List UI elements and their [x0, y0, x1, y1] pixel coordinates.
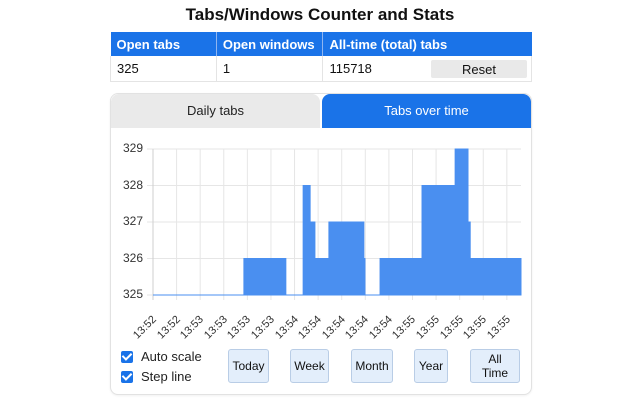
- open-tabs-series: [153, 148, 522, 296]
- tabs-over-time-chart: 325 326 327 328 329 13:52 13:52 13:53 13:53 13:5…: [111, 128, 531, 341]
- stats-header-row: Open tabs Open windows All-time (total) …: [110, 32, 532, 56]
- checkbox-checked-icon: [121, 370, 133, 383]
- tab-tabs-over-time[interactable]: Tabs over time: [322, 94, 531, 128]
- column-open-windows: Open windows: [216, 32, 324, 56]
- auto-scale-label: Auto scale: [141, 349, 202, 364]
- y-axis-tick-label: 326: [122, 250, 143, 265]
- auto-scale-checkbox[interactable]: Auto scale: [121, 349, 202, 364]
- open-windows-value: 1: [216, 56, 324, 82]
- checkbox-checked-icon: [121, 350, 133, 363]
- chart-plot: [147, 148, 522, 300]
- total-tabs-value: 115718: [322, 56, 425, 82]
- column-open-tabs: Open tabs: [110, 32, 217, 56]
- chart-controls: Auto scale Step line Today Week Month Ye…: [111, 344, 531, 394]
- tab-daily-tabs[interactable]: Daily tabs: [111, 94, 320, 128]
- step-line-label: Step line: [141, 369, 192, 384]
- column-total-tabs: All-time (total) tabs: [322, 32, 532, 56]
- open-tabs-value: 325: [110, 56, 217, 82]
- reset-button[interactable]: Reset: [431, 59, 527, 78]
- step-line-checkbox[interactable]: Step line: [121, 369, 192, 384]
- range-year-button[interactable]: Year: [414, 349, 448, 383]
- range-month-button[interactable]: Month: [351, 349, 393, 383]
- range-week-button[interactable]: Week: [290, 349, 329, 383]
- y-axis-tick-label: 327: [122, 214, 143, 228]
- range-all-time-button[interactable]: All Time: [470, 349, 520, 383]
- range-today-button[interactable]: Today: [228, 349, 269, 383]
- tab-bar: Daily tabs Tabs over time: [111, 94, 531, 128]
- y-axis-tick-label: 329: [122, 141, 143, 155]
- y-axis-tick-label: 328: [122, 177, 143, 192]
- stats-panel: Daily tabs Tabs over time 325 326 327 328 32…: [110, 93, 532, 395]
- y-axis-tick-label: 325: [122, 287, 143, 301]
- stats-value-row: 325 1 115718 Reset: [110, 56, 532, 82]
- stats-table: Open tabs Open windows All-time (total) …: [110, 32, 532, 82]
- page-title: Tabs/Windows Counter and Stats: [185, 5, 455, 24]
